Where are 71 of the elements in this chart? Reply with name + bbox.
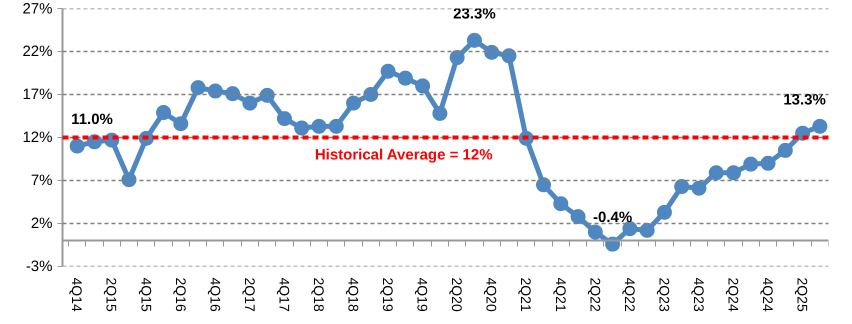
point <box>778 142 793 158</box>
point <box>363 87 378 102</box>
x-tick-label: 2Q24 <box>726 278 742 312</box>
x-tick-label: 4Q24 <box>760 278 776 312</box>
data-label: -0.4% <box>593 209 632 226</box>
point <box>484 44 500 60</box>
y-tick-label: -3% <box>26 258 53 275</box>
x-tick-label: 4Q23 <box>690 278 707 312</box>
point <box>656 204 672 220</box>
point <box>588 224 603 240</box>
point <box>208 84 223 99</box>
point <box>726 165 742 180</box>
point <box>242 96 258 111</box>
point <box>328 118 344 134</box>
point <box>450 50 465 66</box>
point <box>640 222 655 238</box>
point <box>812 118 828 134</box>
x-tick-label: 2Q19 <box>380 278 396 312</box>
x-tick-label: 2Q15 <box>104 278 120 312</box>
point <box>294 120 310 136</box>
x-tick-label: 2Q17 <box>242 278 258 312</box>
y-tick-label: 17% <box>22 86 53 103</box>
point <box>743 156 758 172</box>
point <box>622 221 638 236</box>
point <box>553 196 568 212</box>
point <box>570 209 586 224</box>
y-tick-label: 2% <box>30 215 53 232</box>
x-tick-label: 2Q18 <box>310 278 327 312</box>
point <box>432 106 448 121</box>
y-tick-label: 12% <box>22 129 53 146</box>
point <box>501 48 516 64</box>
x-tick-label: 2Q20 <box>449 278 466 312</box>
point <box>276 111 292 126</box>
point <box>708 165 724 180</box>
point <box>121 172 136 188</box>
x-tick-label: 4Q19 <box>414 278 431 312</box>
y-tick-label: 27% <box>22 0 53 18</box>
x-tick-label: 2Q25 <box>794 278 811 312</box>
ref-line-label: Historical Average = 12% <box>314 146 493 164</box>
x-tick-label: 4Q18 <box>346 278 362 312</box>
point <box>173 116 188 132</box>
x-tick-label: 2Q22 <box>587 278 604 312</box>
x-tick-label: 4Q17 <box>276 278 292 312</box>
point <box>70 138 85 154</box>
point <box>536 177 552 192</box>
data-label: 13.3% <box>783 91 826 108</box>
x-tick-label: 4Q20 <box>484 278 500 312</box>
point <box>260 88 275 103</box>
x-tick-label: 4Q16 <box>207 278 224 312</box>
x-tick-label: 2Q21 <box>518 278 534 312</box>
point <box>398 70 413 86</box>
point <box>156 105 172 120</box>
x-tick-label: 4Q15 <box>138 278 154 312</box>
point <box>674 179 690 194</box>
point <box>346 96 362 111</box>
point <box>415 78 430 94</box>
point <box>760 156 776 171</box>
point <box>311 118 326 134</box>
point <box>190 80 206 96</box>
point <box>225 86 240 102</box>
y-tick-label: 7% <box>30 172 53 189</box>
x-tick-label: 2Q23 <box>656 278 672 312</box>
y-tick-label: 22% <box>22 43 53 60</box>
x-tick-label: 2Q16 <box>172 278 189 312</box>
point <box>466 32 482 48</box>
x-tick-label: 4Q14 <box>69 278 86 312</box>
data-label: 11.0% <box>71 111 113 128</box>
point <box>691 180 706 196</box>
x-tick-label: 4Q22 <box>622 278 638 312</box>
point <box>380 64 396 79</box>
x-tick-label: 4Q21 <box>552 278 569 312</box>
